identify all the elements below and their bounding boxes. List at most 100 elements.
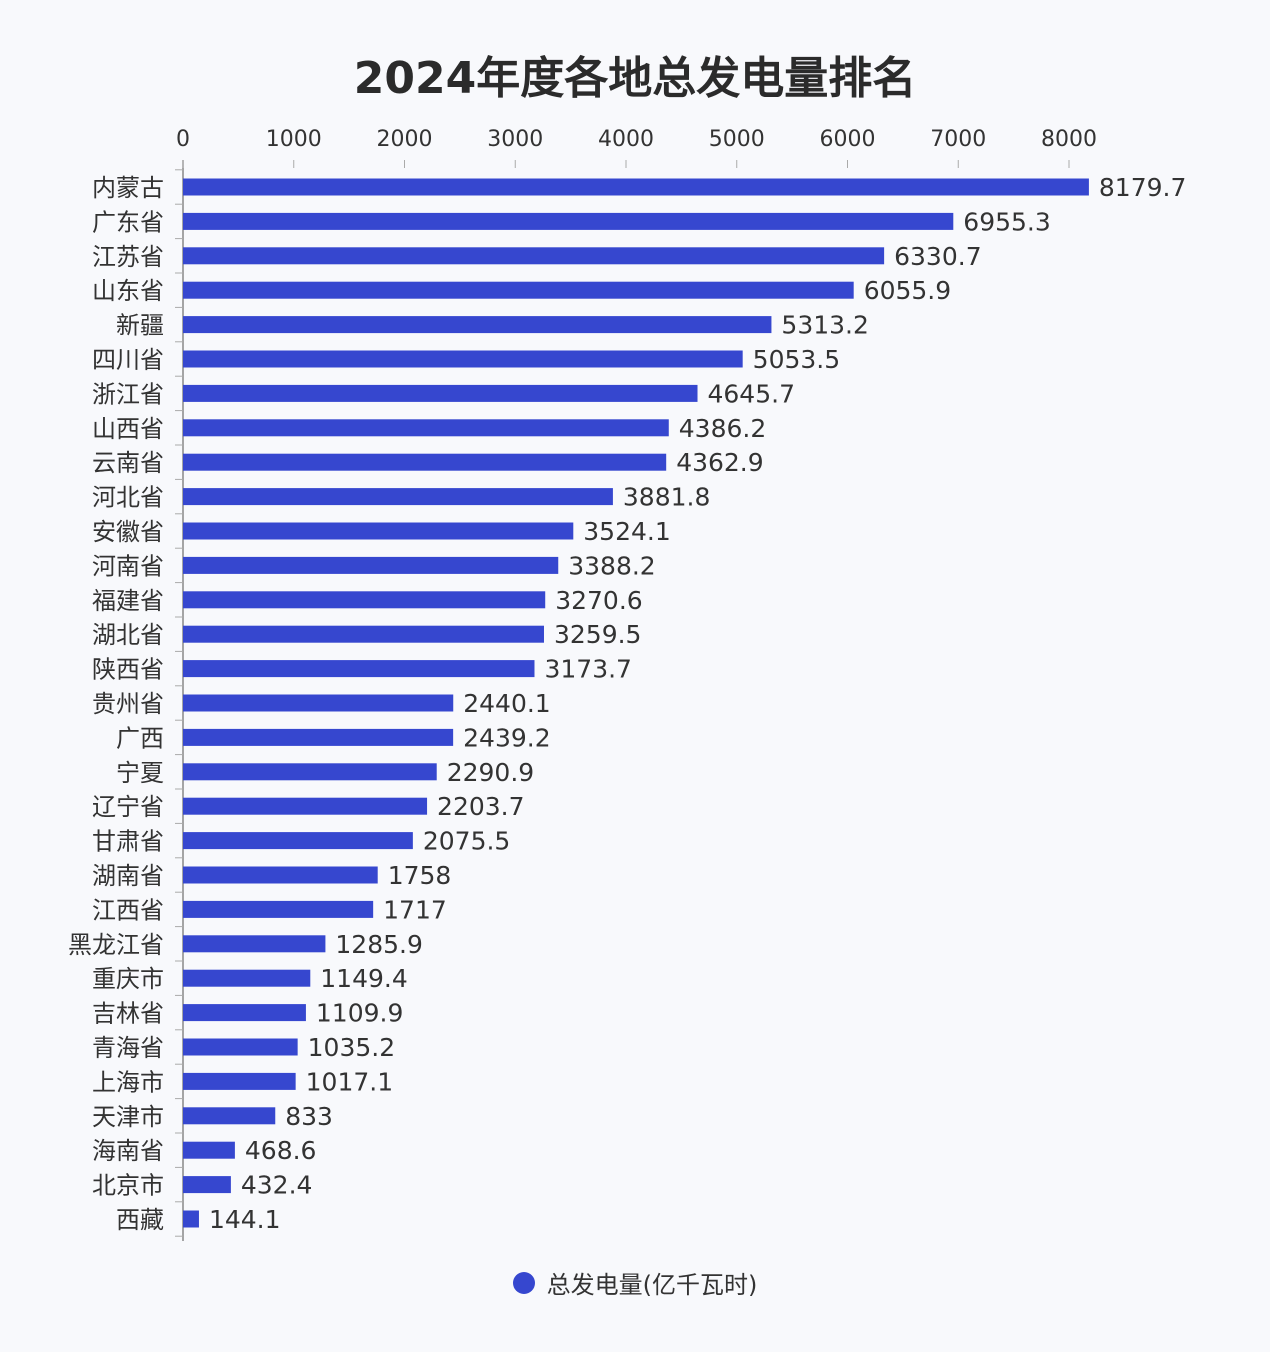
bar bbox=[183, 1141, 235, 1159]
x-tick-label: 2000 bbox=[377, 127, 433, 152]
value-label: 6955.3 bbox=[963, 207, 1050, 236]
value-label: 3270.6 bbox=[555, 586, 642, 615]
category-label: 云南省 bbox=[92, 449, 164, 477]
value-label: 3524.1 bbox=[583, 517, 670, 546]
bar bbox=[183, 591, 546, 609]
value-label: 1149.4 bbox=[320, 964, 407, 993]
bar bbox=[183, 797, 428, 815]
bar bbox=[183, 419, 669, 437]
category-label: 重庆市 bbox=[92, 965, 164, 993]
category-label: 广西 bbox=[116, 724, 164, 752]
bar bbox=[183, 1072, 296, 1090]
x-tick-label: 3000 bbox=[487, 127, 543, 152]
value-label: 5313.2 bbox=[781, 311, 868, 340]
bar bbox=[183, 1210, 199, 1228]
legend: 总发电量(亿千瓦时) bbox=[0, 1265, 1270, 1300]
category-label: 四川省 bbox=[92, 346, 164, 374]
bar bbox=[183, 247, 885, 265]
category-label: 河北省 bbox=[92, 484, 164, 512]
bar bbox=[183, 281, 854, 299]
chart-title: 2024年度各地总发电量排名 bbox=[353, 53, 917, 104]
value-label: 468.6 bbox=[245, 1136, 317, 1165]
category-label: 贵州省 bbox=[92, 690, 164, 718]
value-label: 144.1 bbox=[209, 1205, 281, 1234]
value-label: 1035.2 bbox=[308, 1033, 395, 1062]
bar bbox=[183, 832, 413, 850]
bar bbox=[183, 660, 535, 678]
bar bbox=[183, 728, 454, 746]
category-label: 安徽省 bbox=[92, 518, 164, 546]
bar bbox=[183, 384, 698, 402]
value-label: 4645.7 bbox=[708, 379, 795, 408]
category-label: 甘肃省 bbox=[92, 828, 164, 856]
bar bbox=[183, 866, 378, 884]
category-label: 北京市 bbox=[92, 1172, 164, 1200]
category-label: 宁夏 bbox=[116, 759, 164, 787]
category-label: 新疆 bbox=[116, 312, 164, 340]
value-label: 6330.7 bbox=[894, 242, 981, 271]
x-tick-label: 1000 bbox=[266, 127, 322, 152]
value-label: 3881.8 bbox=[623, 483, 710, 512]
x-axis: 0 1000 2000 3000 4000 5000 6000 7000 8000 bbox=[175, 127, 1097, 1241]
value-label: 1717 bbox=[383, 895, 447, 924]
x-tick-label: 8000 bbox=[1041, 127, 1097, 152]
category-label: 河南省 bbox=[92, 552, 164, 580]
value-label: 3388.2 bbox=[568, 551, 655, 580]
bar bbox=[183, 488, 613, 506]
bar bbox=[183, 935, 326, 953]
category-label: 湖北省 bbox=[92, 621, 164, 649]
category-label: 西藏 bbox=[116, 1206, 164, 1234]
bar bbox=[183, 178, 1089, 196]
legend-label: 总发电量(亿千瓦时) bbox=[546, 1271, 758, 1299]
value-label: 2075.5 bbox=[423, 827, 510, 856]
category-label: 广东省 bbox=[92, 208, 164, 236]
value-label: 1109.9 bbox=[316, 999, 403, 1028]
bar bbox=[183, 350, 743, 368]
x-tick-label: 0 bbox=[176, 127, 190, 152]
bar bbox=[183, 453, 667, 471]
x-tick-label: 5000 bbox=[709, 127, 765, 152]
category-label: 上海市 bbox=[92, 1068, 164, 1096]
category-labels: 内蒙古广东省江苏省山东省新疆四川省浙江省山西省云南省河北省安徽省河南省福建省湖北… bbox=[68, 174, 164, 1234]
bar bbox=[183, 969, 311, 987]
value-label: 1285.9 bbox=[335, 930, 422, 959]
bars bbox=[183, 178, 1089, 1228]
category-label: 山西省 bbox=[92, 415, 164, 443]
bar bbox=[183, 316, 772, 334]
value-label: 3259.5 bbox=[554, 620, 641, 649]
category-label: 内蒙古 bbox=[92, 174, 164, 202]
value-label: 2439.2 bbox=[463, 723, 550, 752]
bar bbox=[183, 625, 544, 643]
category-label: 福建省 bbox=[92, 587, 164, 615]
bar bbox=[183, 1176, 231, 1194]
category-label: 天津市 bbox=[92, 1103, 164, 1131]
bar bbox=[183, 1004, 306, 1022]
bar bbox=[183, 1038, 298, 1056]
category-label: 吉林省 bbox=[92, 1000, 164, 1028]
value-label: 3173.7 bbox=[544, 655, 631, 684]
bar bbox=[183, 900, 374, 918]
bar bbox=[183, 763, 437, 781]
bar bbox=[183, 522, 574, 540]
x-tick-label: 7000 bbox=[930, 127, 986, 152]
category-label: 辽宁省 bbox=[92, 793, 164, 821]
value-label: 1758 bbox=[388, 861, 452, 890]
category-label: 海南省 bbox=[92, 1137, 164, 1165]
x-tick-label: 4000 bbox=[598, 127, 654, 152]
value-label: 4386.2 bbox=[679, 414, 766, 443]
value-label: 432.4 bbox=[241, 1171, 313, 1200]
value-label: 5053.5 bbox=[753, 345, 840, 374]
value-label: 8179.7 bbox=[1099, 173, 1186, 202]
value-label: 2203.7 bbox=[437, 792, 524, 821]
category-label: 湖南省 bbox=[92, 862, 164, 890]
category-label: 青海省 bbox=[92, 1034, 164, 1062]
category-label: 江苏省 bbox=[92, 243, 164, 271]
bar bbox=[183, 694, 454, 712]
value-label: 2440.1 bbox=[463, 689, 550, 718]
bar bbox=[183, 556, 559, 574]
value-label: 2290.9 bbox=[447, 758, 534, 787]
value-label: 6055.9 bbox=[864, 276, 951, 305]
bar bbox=[183, 212, 954, 230]
value-label: 4362.9 bbox=[676, 448, 763, 477]
